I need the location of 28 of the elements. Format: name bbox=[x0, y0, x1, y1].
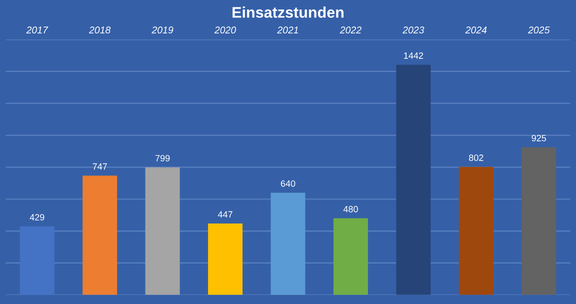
data-label: 1442 bbox=[404, 52, 424, 59]
bar bbox=[458, 166, 494, 295]
x-tick-label: 2020 bbox=[214, 26, 236, 34]
x-tick-label: 2021 bbox=[277, 26, 298, 34]
bar bbox=[396, 64, 431, 295]
data-label: 447 bbox=[218, 211, 232, 218]
data-label: 925 bbox=[532, 134, 546, 142]
data-label: 802 bbox=[469, 154, 484, 161]
bar bbox=[20, 226, 54, 295]
x-tick-label: 2018 bbox=[88, 26, 111, 34]
data-label: 640 bbox=[280, 180, 296, 187]
x-tick-label: 2023 bbox=[402, 26, 424, 34]
data-label: 799 bbox=[155, 155, 170, 162]
x-tick-label: 2019 bbox=[152, 26, 174, 34]
bar bbox=[82, 176, 118, 295]
bar bbox=[145, 167, 180, 295]
bar bbox=[208, 224, 243, 295]
chart-title: Einsatzstunden bbox=[232, 6, 344, 18]
bar bbox=[522, 147, 556, 295]
x-tick-label: 2025 bbox=[528, 26, 550, 34]
bar bbox=[270, 192, 306, 295]
data-label: 429 bbox=[30, 214, 44, 220]
x-tick-label: 2022 bbox=[340, 26, 362, 34]
bar bbox=[333, 218, 368, 295]
data-label: 747 bbox=[92, 163, 107, 170]
x-tick-label: 2017 bbox=[26, 26, 48, 34]
x-tick-label: 2024 bbox=[465, 26, 487, 34]
data-label: 480 bbox=[343, 206, 358, 212]
